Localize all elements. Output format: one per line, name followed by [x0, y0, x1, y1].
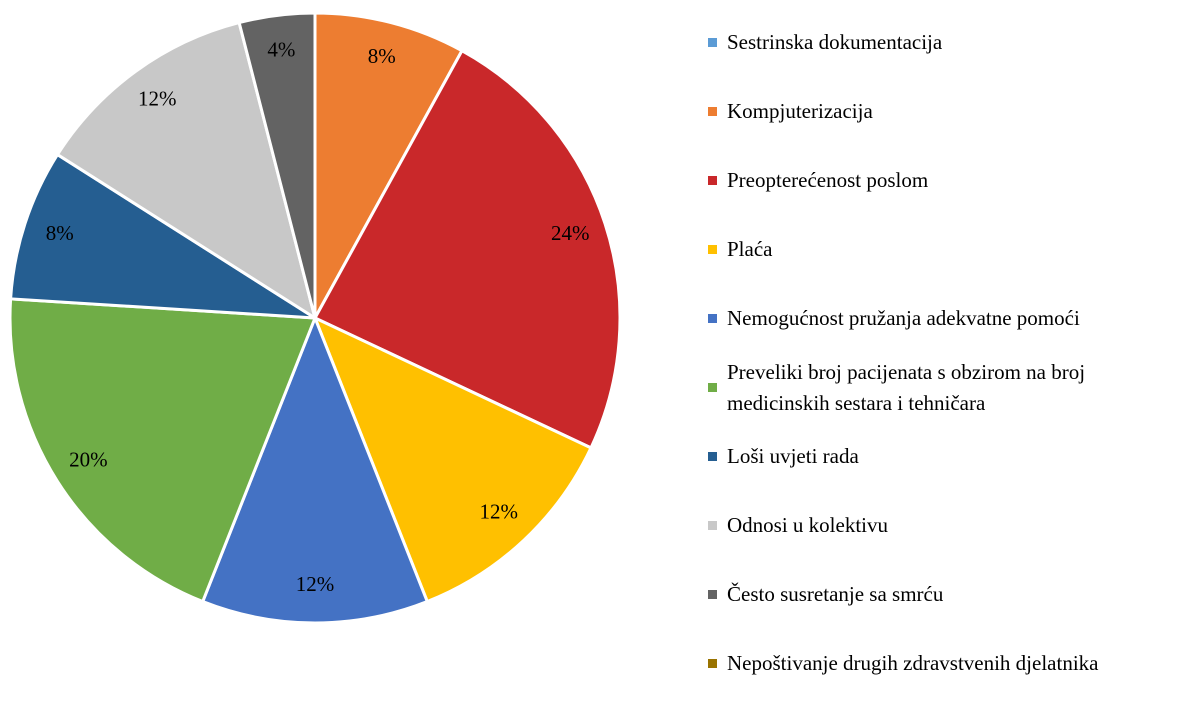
legend-item: Nemogućnost pružanja adekvatne pomoći [708, 284, 1178, 353]
legend-item: Preveliki broj pacijenata s obzirom na b… [708, 353, 1178, 422]
legend-item: Često susretanje sa smrću [708, 560, 1178, 629]
legend-swatch [708, 521, 717, 530]
legend-label: Plaća [727, 237, 773, 261]
legend-item: Sestrinska dokumentacija [708, 8, 1178, 77]
legend-swatch [708, 314, 717, 323]
data-label: 12% [479, 499, 518, 523]
legend-label: Preveliki broj pacijenata s obzirom na b… [727, 359, 1086, 415]
legend-swatch [708, 245, 717, 254]
legend-label: Preopterećenost poslom [727, 168, 929, 192]
legend-swatch [708, 107, 717, 116]
legend-swatch [708, 659, 717, 668]
legend-label: Sestrinska dokumentacija [727, 30, 943, 54]
legend-swatch [708, 176, 717, 185]
pie-slice [200, 313, 430, 625]
data-label: 8% [368, 44, 396, 68]
data-label: 12% [296, 572, 335, 596]
legend-swatch [708, 38, 717, 47]
pie-slice [313, 11, 464, 319]
legend-swatch [708, 590, 717, 599]
legend-label: Loši uvjeti rada [727, 444, 859, 468]
pie-slice [9, 152, 316, 320]
legend-label: Odnosi u kolektivu [727, 513, 888, 537]
legend-swatch [708, 452, 717, 461]
legend-item: Odnosi u kolektivu [708, 491, 1178, 560]
legend-item: Preopterećenost poslom [708, 146, 1178, 215]
legend-label: Nepoštivanje drugih zdravstvenih djelatn… [727, 651, 1099, 675]
legend-label: Kompjuterizacija [727, 99, 873, 123]
legend: Sestrinska dokumentacija Kompjuterizacija… [708, 8, 1178, 698]
legend-item: Loši uvjeti rada [708, 422, 1178, 491]
legend-label: Nemogućnost pružanja adekvatne pomoći [727, 306, 1080, 330]
data-label: 24% [551, 221, 590, 245]
data-label: 4% [267, 38, 295, 62]
legend-item: Kompjuterizacija [708, 77, 1178, 146]
data-label: 8% [46, 221, 74, 245]
legend-item: Nepoštivanje drugih zdravstvenih djelatn… [708, 629, 1178, 698]
pie-slice [312, 48, 622, 450]
chart: 8% 24% 12% 12% 20% 8% 12% 4% [8, 11, 622, 625]
legend-swatch [708, 383, 717, 392]
legend-item: Plaća [708, 215, 1178, 284]
data-label: 20% [69, 448, 108, 472]
pie-slice [55, 20, 318, 322]
data-label: 12% [138, 87, 177, 111]
pie-slice [237, 11, 317, 319]
pie-slice [8, 297, 318, 604]
legend-label: Često susretanje sa smrću [727, 582, 944, 606]
pie-slice [312, 315, 593, 604]
